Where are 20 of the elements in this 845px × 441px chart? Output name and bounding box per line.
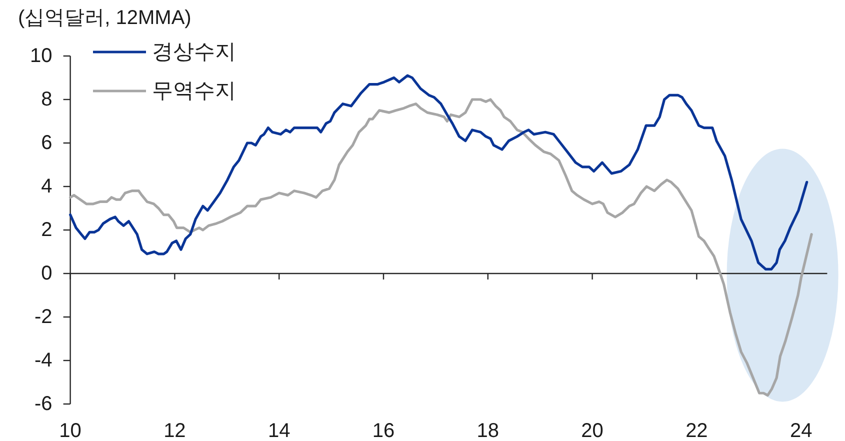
y-tick-label: -2 <box>34 306 52 328</box>
y-tick-label: 8 <box>41 88 52 110</box>
y-tick-label: 10 <box>30 45 52 67</box>
y-tick-label: 0 <box>41 262 52 284</box>
x-tick-label: 18 <box>476 420 500 441</box>
x-tick-label: 14 <box>268 420 290 441</box>
y-tick-label: 2 <box>41 219 52 241</box>
y-tick-label: 4 <box>41 176 52 198</box>
x-tick-label: 22 <box>686 420 708 441</box>
y-tick-label: -4 <box>34 350 52 372</box>
x-tick-label: 16 <box>372 420 395 441</box>
x-tick-label: 12 <box>164 420 186 441</box>
ylabel: (십억달러, 12MMA) <box>18 7 192 29</box>
legend-label: 무역수지 <box>152 80 236 102</box>
legend-label: 경상수지 <box>152 40 236 64</box>
y-tick-label: -6 <box>34 393 52 415</box>
y-tick-label: 6 <box>41 132 52 154</box>
x-tick-label: 10 <box>59 420 82 441</box>
x-tick-label: 20 <box>581 420 604 441</box>
x-tick-label: 24 <box>790 420 812 441</box>
